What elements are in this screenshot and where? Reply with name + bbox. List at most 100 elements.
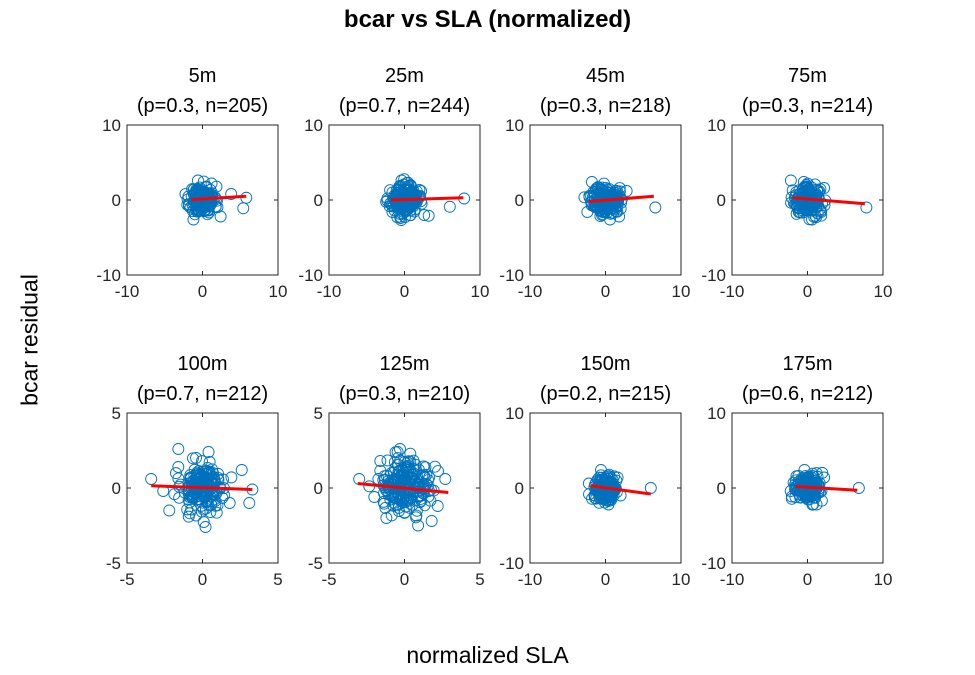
data-point [792, 470, 805, 482]
data-point [404, 447, 417, 460]
y-tick-label: -10 [499, 554, 524, 573]
data-point [797, 194, 810, 207]
subplot-subtitle: (p=0.3, n=210) [339, 383, 470, 405]
data-point [419, 461, 432, 474]
x-tick-label: -10 [317, 282, 342, 301]
y-tick-label: 0 [515, 479, 524, 498]
data-point [145, 473, 158, 485]
data-point [407, 454, 420, 467]
data-point [789, 491, 802, 503]
data-point [602, 498, 615, 511]
data-point [386, 489, 399, 501]
y-tick-label: -10 [701, 266, 726, 285]
data-point [578, 191, 591, 204]
data-point [204, 468, 217, 481]
y-tick-label: -10 [701, 554, 726, 573]
data-point [415, 185, 428, 197]
data-point [211, 201, 224, 214]
data-point [802, 470, 815, 483]
x-tick-label: 0 [400, 282, 409, 301]
data-point [389, 491, 402, 504]
data-point [187, 452, 199, 465]
fit-line [590, 484, 652, 496]
x-tick-label: -10 [518, 570, 543, 589]
data-point [387, 192, 400, 204]
fit-line [390, 196, 464, 202]
data-point [644, 482, 657, 494]
x-tick-label: 0 [198, 282, 207, 301]
data-point [422, 209, 435, 222]
subplot-title: 5m [189, 65, 217, 87]
data-point [188, 469, 201, 482]
y-tick-label: 10 [707, 116, 726, 135]
x-tick-label: 0 [601, 282, 610, 301]
fit-line [191, 194, 247, 202]
x-tick-label: 0 [601, 570, 610, 589]
data-point [202, 446, 215, 458]
subplot-subtitle: (p=0.3, n=205) [137, 95, 268, 117]
data-point [184, 490, 197, 503]
data-point [199, 521, 212, 533]
y-tick-label: -10 [499, 266, 524, 285]
subplot-8: 175m (p=0.6, n=212) -10 0 10 -10 0 10 [701, 353, 892, 589]
data-points [578, 176, 662, 226]
data-point [205, 177, 218, 190]
data-point [202, 204, 214, 217]
data-point [588, 491, 601, 504]
data-point [381, 454, 394, 467]
data-point [649, 201, 662, 214]
data-point [410, 511, 422, 524]
data-point [197, 516, 210, 529]
y-tick-label: 0 [314, 479, 323, 498]
data-point [400, 203, 413, 216]
data-points [179, 174, 253, 226]
x-tick-label: 10 [874, 570, 893, 589]
data-point [185, 503, 198, 516]
x-tick-label: -10 [720, 570, 745, 589]
data-point [417, 460, 430, 473]
data-point [611, 471, 624, 484]
y-tick-label: 0 [717, 191, 726, 210]
y-tick-label: 10 [102, 116, 121, 135]
subplot-title: 150m [580, 353, 630, 375]
data-point [400, 460, 413, 473]
data-point [425, 515, 438, 527]
y-tick-label: 0 [717, 479, 726, 498]
data-point [395, 474, 408, 486]
y-tick-label: 10 [505, 116, 524, 135]
data-point [408, 479, 421, 492]
data-point [439, 473, 452, 485]
data-point [409, 472, 422, 485]
data-point [395, 174, 408, 187]
subplot-title: 175m [782, 353, 832, 375]
data-point [797, 175, 810, 188]
data-point [582, 477, 595, 490]
data-point [398, 474, 411, 487]
data-point [806, 469, 819, 482]
data-point [208, 475, 221, 488]
data-point [810, 498, 823, 511]
data-point [612, 196, 625, 209]
data-point [818, 182, 831, 194]
data-point [243, 497, 256, 509]
fit-line [151, 484, 253, 491]
data-point [209, 499, 222, 512]
data-point [374, 464, 387, 477]
data-point [179, 188, 192, 200]
subplot-3: 45m (p=0.3, n=218) -10 0 10 -10 0 10 [499, 65, 690, 301]
y-tick-label: -10 [96, 266, 121, 285]
data-point [796, 483, 809, 496]
data-point [225, 188, 238, 200]
x-tick-label: 0 [803, 570, 812, 589]
data-point [170, 467, 182, 480]
data-point [374, 455, 387, 467]
x-tick-label: 5 [475, 570, 484, 589]
x-tick-label: -10 [115, 282, 140, 301]
data-point [792, 206, 805, 219]
data-point [182, 493, 195, 506]
data-point [190, 451, 202, 464]
data-point [191, 469, 204, 481]
data-point [172, 461, 185, 473]
fit-line [588, 194, 654, 203]
data-point [235, 464, 248, 476]
